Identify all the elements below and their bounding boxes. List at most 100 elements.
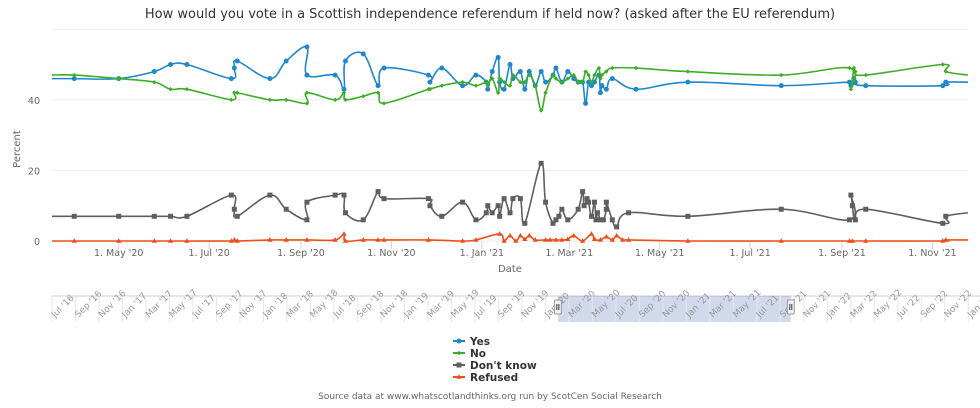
data-point-no[interactable]: [485, 83, 490, 88]
data-point-don-t-know[interactable]: [375, 189, 381, 195]
data-point-no[interactable]: [596, 65, 602, 71]
data-point-refused[interactable]: [547, 237, 553, 242]
data-point-yes[interactable]: [633, 86, 639, 92]
data-point-refused[interactable]: [943, 237, 949, 242]
data-point-don-t-know[interactable]: [501, 196, 507, 202]
data-point-don-t-know[interactable]: [485, 203, 491, 209]
data-point-don-t-know[interactable]: [341, 192, 347, 198]
data-point-no[interactable]: [853, 69, 858, 74]
data-point-refused[interactable]: [625, 237, 632, 242]
data-point-no[interactable]: [522, 79, 528, 85]
data-point-don-t-know[interactable]: [460, 199, 466, 205]
data-point-no[interactable]: [72, 72, 77, 78]
data-point-don-t-know[interactable]: [71, 213, 77, 219]
data-point-no[interactable]: [304, 90, 310, 95]
data-point-yes[interactable]: [168, 62, 174, 67]
data-point-no[interactable]: [168, 87, 173, 92]
data-point-don-t-know[interactable]: [553, 217, 559, 223]
data-point-don-t-know[interactable]: [304, 199, 310, 205]
navigator-selected-range[interactable]: [557, 296, 791, 322]
data-point-refused[interactable]: [497, 231, 503, 236]
navigator-handle-right[interactable]: [786, 299, 795, 315]
data-point-refused[interactable]: [381, 237, 387, 242]
data-point-refused[interactable]: [341, 231, 347, 236]
data-point-yes[interactable]: [489, 69, 495, 75]
data-point-no[interactable]: [532, 83, 538, 88]
data-point-yes[interactable]: [228, 76, 234, 82]
data-point-no[interactable]: [848, 87, 854, 92]
data-point-no[interactable]: [232, 90, 237, 95]
data-point-no[interactable]: [507, 83, 513, 88]
data-point-no[interactable]: [484, 79, 489, 85]
data-point-don-t-know[interactable]: [489, 210, 495, 216]
data-point-yes[interactable]: [522, 86, 528, 92]
data-point-no[interactable]: [229, 97, 234, 102]
data-point-no[interactable]: [565, 76, 571, 81]
data-point-no[interactable]: [575, 79, 581, 85]
data-point-refused[interactable]: [304, 237, 310, 242]
data-point-no[interactable]: [599, 72, 605, 78]
data-point-don-t-know[interactable]: [943, 213, 949, 219]
data-point-no[interactable]: [304, 101, 310, 106]
handle-grip-icon[interactable]: [786, 299, 795, 315]
data-point-no[interactable]: [940, 62, 946, 67]
data-point-refused[interactable]: [459, 238, 466, 243]
data-point-no[interactable]: [847, 65, 852, 71]
data-point-refused[interactable]: [571, 232, 577, 238]
data-point-don-t-know[interactable]: [685, 213, 691, 219]
data-point-don-t-know[interactable]: [591, 199, 597, 205]
data-point-yes[interactable]: [538, 69, 544, 75]
data-point-no[interactable]: [527, 72, 532, 78]
data-point-yes[interactable]: [863, 83, 869, 89]
data-point-don-t-know[interactable]: [116, 213, 122, 219]
data-point-no[interactable]: [610, 65, 615, 71]
data-point-don-t-know[interactable]: [510, 196, 516, 202]
data-point-no[interactable]: [538, 108, 544, 113]
data-point-refused[interactable]: [522, 236, 528, 242]
data-point-yes[interactable]: [332, 72, 338, 78]
data-point-yes[interactable]: [543, 79, 549, 85]
data-point-yes[interactable]: [473, 72, 479, 78]
data-point-refused[interactable]: [542, 237, 549, 242]
data-point-refused[interactable]: [267, 237, 273, 242]
data-point-yes[interactable]: [553, 65, 559, 71]
data-point-no[interactable]: [439, 83, 445, 88]
data-point-yes[interactable]: [341, 86, 347, 92]
data-point-refused[interactable]: [513, 238, 519, 243]
data-point-yes[interactable]: [609, 76, 615, 82]
data-point-refused[interactable]: [473, 237, 479, 242]
data-point-don-t-know[interactable]: [507, 210, 513, 216]
data-point-no[interactable]: [341, 90, 347, 95]
data-point-don-t-know[interactable]: [603, 199, 609, 205]
data-point-don-t-know[interactable]: [184, 213, 190, 219]
data-point-don-t-know[interactable]: [609, 217, 615, 223]
data-point-yes[interactable]: [460, 83, 466, 89]
data-point-yes[interactable]: [381, 65, 387, 71]
data-point-don-t-know[interactable]: [495, 203, 501, 209]
data-point-don-t-know[interactable]: [589, 213, 595, 219]
data-point-refused[interactable]: [151, 238, 157, 243]
data-point-no[interactable]: [152, 79, 157, 85]
data-point-don-t-know[interactable]: [439, 213, 445, 219]
data-point-no[interactable]: [343, 97, 348, 102]
data-point-yes[interactable]: [425, 72, 431, 78]
data-point-yes[interactable]: [267, 76, 273, 82]
data-point-yes[interactable]: [231, 65, 237, 71]
data-point-don-t-know[interactable]: [556, 213, 562, 219]
data-point-don-t-know[interactable]: [586, 199, 592, 205]
data-point-refused[interactable]: [425, 237, 432, 242]
data-point-no[interactable]: [235, 90, 240, 95]
data-point-don-t-know[interactable]: [267, 192, 273, 198]
data-point-don-t-know[interactable]: [852, 217, 858, 223]
data-point-don-t-know[interactable]: [846, 217, 852, 223]
data-point-refused[interactable]: [360, 237, 366, 242]
data-point-yes[interactable]: [283, 58, 289, 64]
data-point-yes[interactable]: [599, 83, 605, 89]
data-point-refused[interactable]: [507, 232, 513, 238]
data-point-no[interactable]: [685, 69, 691, 74]
legend-item-no[interactable]: No: [453, 348, 486, 360]
data-point-yes[interactable]: [360, 51, 366, 57]
data-point-refused[interactable]: [591, 236, 598, 242]
data-point-yes[interactable]: [495, 54, 501, 60]
